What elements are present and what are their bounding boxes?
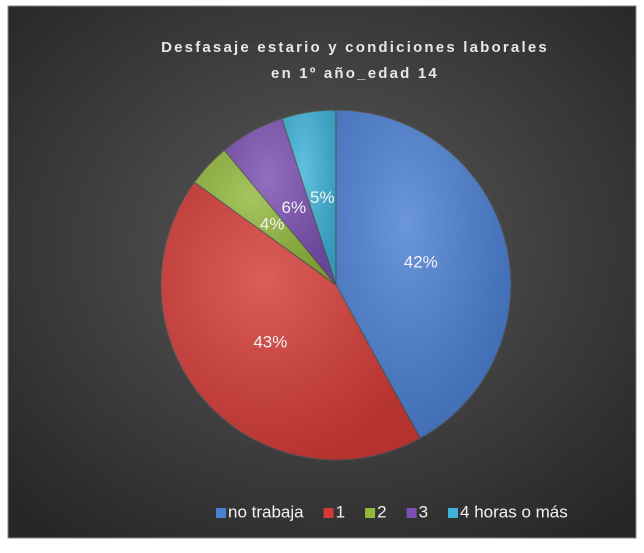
legend-label: 3: [419, 502, 428, 521]
legend-swatch: [216, 508, 226, 518]
chart-title: Desfasaje estario y condiciones laborale…: [161, 39, 549, 56]
data-label: 5%: [310, 188, 335, 207]
legend-label: 1: [336, 502, 345, 521]
data-label: 42%: [404, 253, 438, 272]
chart-title: en 1º año_edad 14: [271, 65, 439, 82]
legend-label: 2: [377, 502, 386, 521]
legend-label: no trabaja: [228, 502, 304, 521]
legend-swatch: [448, 508, 459, 518]
legend-label: 4 horas o más: [460, 502, 568, 521]
legend-swatch: [365, 508, 376, 518]
legend-swatch: [406, 508, 417, 518]
data-label: 6%: [282, 198, 307, 217]
data-label: 43%: [253, 332, 287, 351]
legend-swatch: [323, 508, 334, 518]
